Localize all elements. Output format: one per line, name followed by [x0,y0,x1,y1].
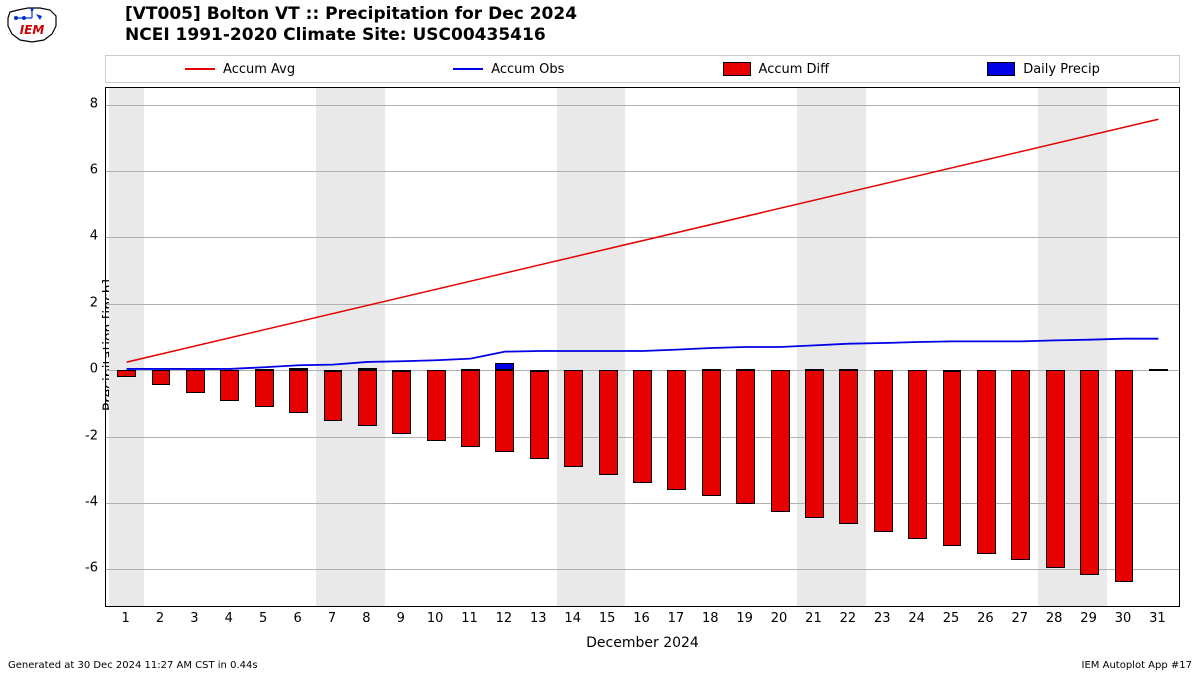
x-tick-label: 27 [1012,611,1029,626]
legend-swatch [185,68,215,70]
iem-logo: IEM [6,4,58,44]
legend-item: Accum Diff [723,62,830,77]
chart-title-block: [VT005] Bolton VT :: Precipitation for D… [125,4,577,47]
x-tick-label: 19 [736,611,753,626]
chart-area: Accum Avg Accum Obs Accum Diff Daily Precip… [105,55,1180,635]
legend-swatch [987,62,1015,76]
legend-item: Daily Precip [987,62,1100,77]
legend-item: Accum Avg [185,62,295,77]
x-tick-label: 12 [496,611,513,626]
x-tick-label: 14 [564,611,581,626]
x-tick-label: 30 [1115,611,1132,626]
x-tick-label: 16 [633,611,650,626]
legend-swatch [723,62,751,76]
svg-text:IEM: IEM [20,23,45,37]
y-tick-label: 0 [58,362,98,377]
line-series-layer [106,88,1179,606]
x-tick-label: 25 [943,611,960,626]
x-tick-label: 20 [771,611,788,626]
x-tick-label: 8 [362,611,370,626]
y-tick-label: 8 [58,96,98,111]
x-tick-label: 11 [461,611,478,626]
y-tick-label: 4 [58,229,98,244]
x-tick-label: 29 [1080,611,1097,626]
x-tick-label: 21 [805,611,822,626]
chart-title-line2: NCEI 1991-2020 Climate Site: USC00435416 [125,25,577,46]
chart-title-line1: [VT005] Bolton VT :: Precipitation for D… [125,4,577,25]
x-tick-label: 9 [397,611,405,626]
x-tick-label: 1 [121,611,129,626]
legend-label: Accum Obs [491,62,564,77]
x-tick-label: 17 [668,611,685,626]
plot-region [105,87,1180,607]
x-tick-label: 18 [702,611,719,626]
x-tick-label: 3 [190,611,198,626]
x-axis-label: December 2024 [586,635,699,651]
x-tick-label: 6 [293,611,301,626]
x-tick-label: 13 [530,611,547,626]
x-tick-label: 5 [259,611,267,626]
x-tick-label: 23 [874,611,891,626]
legend-item: Accum Obs [453,62,564,77]
footer-appid: IEM Autoplot App #17 [1082,660,1192,671]
legend-label: Accum Diff [759,62,830,77]
legend-label: Accum Avg [223,62,295,77]
legend-swatch [453,68,483,70]
x-tick-label: 26 [977,611,994,626]
y-tick-label: -4 [58,495,98,510]
x-tick-label: 28 [1046,611,1063,626]
y-tick-label: 6 [58,163,98,178]
x-tick-label: 7 [328,611,336,626]
accum-avg-line [127,119,1159,362]
x-tick-label: 10 [427,611,444,626]
y-tick-label: 2 [58,295,98,310]
legend: Accum Avg Accum Obs Accum Diff Daily Precip [105,55,1180,83]
x-tick-label: 15 [599,611,616,626]
legend-label: Daily Precip [1023,62,1100,77]
y-tick-label: -2 [58,428,98,443]
y-tick-label: -6 [58,561,98,576]
accum-obs-line [127,339,1159,369]
x-tick-label: 31 [1149,611,1166,626]
x-tick-label: 22 [840,611,857,626]
x-tick-label: 4 [225,611,233,626]
footer-generated: Generated at 30 Dec 2024 11:27 AM CST in… [8,660,258,671]
x-tick-label: 24 [908,611,925,626]
x-tick-label: 2 [156,611,164,626]
